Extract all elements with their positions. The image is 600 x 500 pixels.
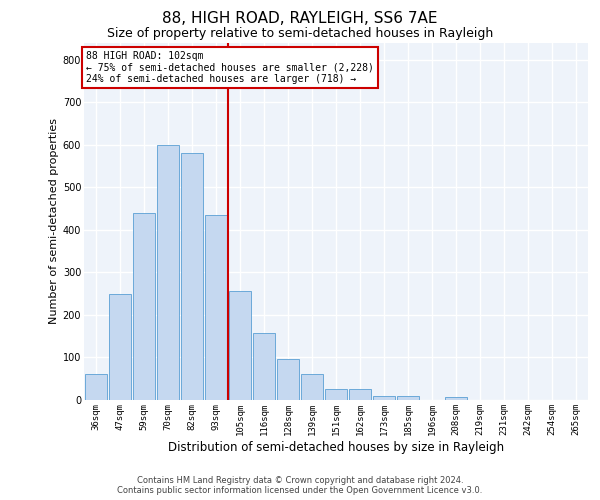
Text: Size of property relative to semi-detached houses in Rayleigh: Size of property relative to semi-detach… (107, 28, 493, 40)
Bar (445, 396, 467, 400)
Bar (157, 144, 179, 400)
Bar (301, 374, 323, 400)
Bar (205, 215, 227, 400)
Bar (373, 396, 395, 400)
Bar (85, 374, 107, 400)
Text: 88, HIGH ROAD, RAYLEIGH, SS6 7AE: 88, HIGH ROAD, RAYLEIGH, SS6 7AE (162, 11, 438, 26)
Bar (109, 294, 131, 400)
Bar (397, 396, 419, 400)
Bar (325, 390, 347, 400)
X-axis label: Distribution of semi-detached houses by size in Rayleigh: Distribution of semi-detached houses by … (168, 440, 504, 454)
Bar (133, 212, 155, 400)
Bar (349, 390, 371, 400)
Bar (229, 292, 251, 400)
Bar (277, 358, 299, 400)
Bar (181, 153, 203, 400)
Text: Contains HM Land Registry data © Crown copyright and database right 2024.
Contai: Contains HM Land Registry data © Crown c… (118, 476, 482, 495)
Y-axis label: Number of semi-detached properties: Number of semi-detached properties (49, 118, 59, 324)
Bar (253, 333, 275, 400)
Text: 88 HIGH ROAD: 102sqm
← 75% of semi-detached houses are smaller (2,228)
24% of se: 88 HIGH ROAD: 102sqm ← 75% of semi-detac… (86, 51, 374, 84)
